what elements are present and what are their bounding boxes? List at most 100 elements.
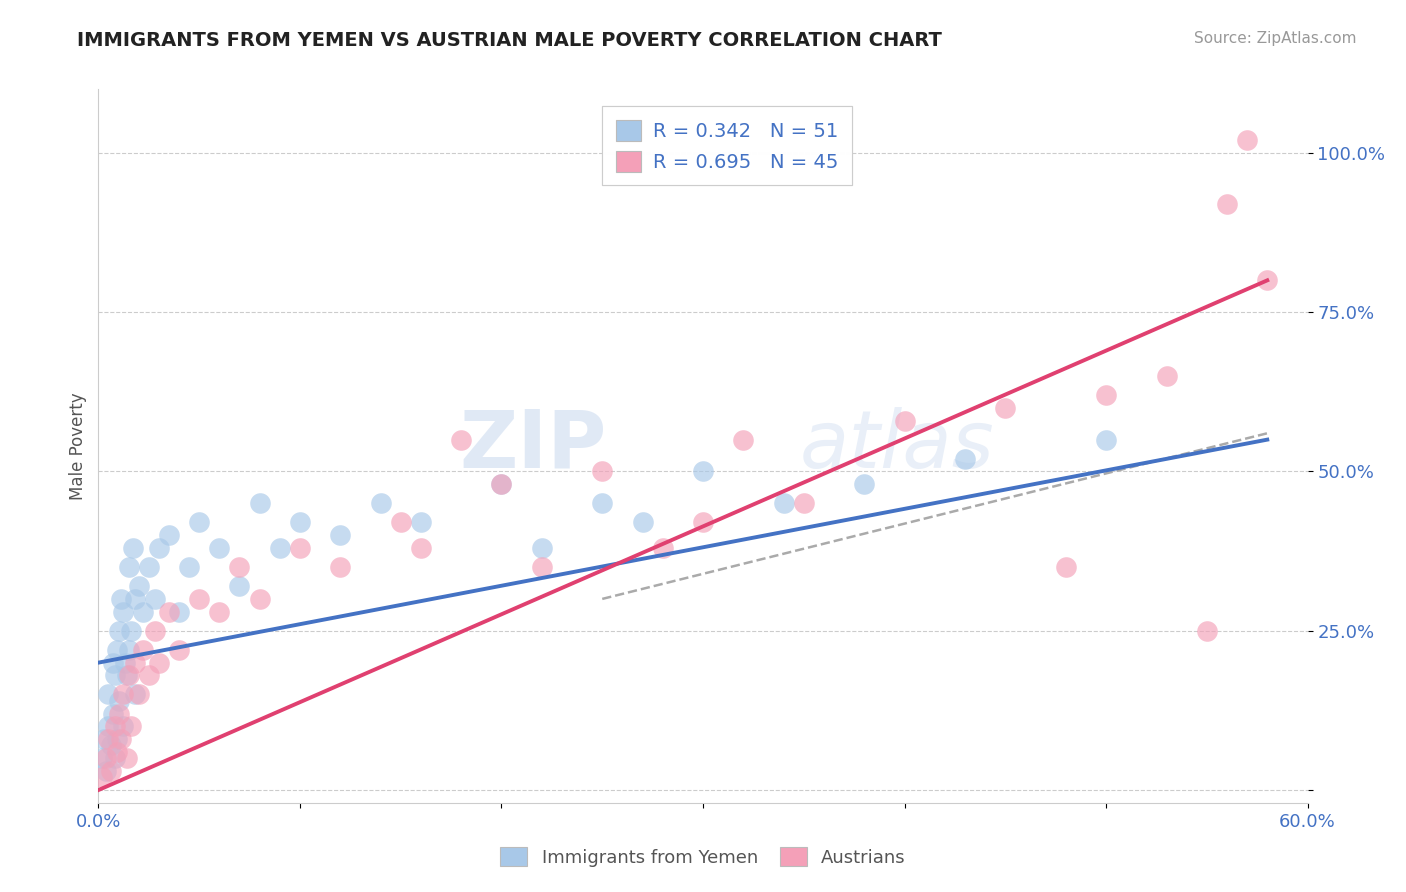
Point — [631, 516, 654, 530]
Point — [733, 433, 755, 447]
Point — [121, 541, 143, 555]
Point — [409, 541, 432, 555]
Point — [157, 605, 180, 619]
Point — [1195, 624, 1218, 638]
Text: atlas: atlas — [800, 407, 994, 485]
Point — [249, 591, 271, 606]
Point — [329, 528, 352, 542]
Point — [370, 496, 392, 510]
Point — [249, 496, 271, 510]
Point — [132, 605, 155, 619]
Point — [101, 706, 124, 721]
Point — [188, 591, 211, 606]
Point — [148, 656, 170, 670]
Point — [1054, 560, 1077, 574]
Point — [793, 496, 815, 510]
Point — [208, 605, 231, 619]
Point — [188, 516, 211, 530]
Point — [530, 560, 553, 574]
Point — [288, 541, 311, 555]
Point — [128, 579, 150, 593]
Point — [1095, 433, 1118, 447]
Point — [107, 624, 129, 638]
Point — [103, 719, 125, 733]
Y-axis label: Male Poverty: Male Poverty — [69, 392, 87, 500]
Text: IMMIGRANTS FROM YEMEN VS AUSTRIAN MALE POVERTY CORRELATION CHART: IMMIGRANTS FROM YEMEN VS AUSTRIAN MALE P… — [77, 31, 942, 50]
Point — [409, 516, 432, 530]
Point — [143, 591, 166, 606]
Point — [148, 541, 170, 555]
Point — [118, 643, 141, 657]
Point — [1256, 273, 1278, 287]
Point — [157, 528, 180, 542]
Point — [651, 541, 673, 555]
Point — [110, 591, 132, 606]
Point — [115, 751, 138, 765]
Point — [97, 732, 120, 747]
Point — [114, 656, 136, 670]
Point — [228, 560, 250, 574]
Point — [96, 764, 118, 778]
Point — [591, 496, 613, 510]
Point — [772, 496, 794, 510]
Point — [124, 591, 146, 606]
Point — [1095, 388, 1118, 402]
Point — [138, 668, 160, 682]
Text: ZIP: ZIP — [458, 407, 606, 485]
Point — [111, 719, 134, 733]
Point — [132, 643, 155, 657]
Point — [111, 605, 134, 619]
Point — [103, 751, 125, 765]
Point — [107, 706, 129, 721]
Point — [97, 688, 120, 702]
Point — [138, 560, 160, 574]
Point — [128, 688, 150, 702]
Point — [105, 745, 128, 759]
Point — [110, 732, 132, 747]
Point — [1156, 368, 1178, 383]
Point — [994, 401, 1017, 415]
Point — [228, 579, 250, 593]
Point — [105, 732, 128, 747]
Point — [103, 668, 125, 682]
Point — [853, 477, 876, 491]
Point — [96, 751, 118, 765]
Point — [288, 516, 311, 530]
Point — [491, 477, 513, 491]
Point — [491, 477, 513, 491]
Point — [591, 465, 613, 479]
Point — [179, 560, 201, 574]
Point — [111, 688, 134, 702]
Point — [167, 605, 190, 619]
Point — [91, 751, 114, 765]
Point — [692, 516, 714, 530]
Point — [692, 465, 714, 479]
Point — [93, 732, 115, 747]
Point — [329, 560, 352, 574]
Point — [450, 433, 472, 447]
Point — [389, 516, 412, 530]
Point — [115, 668, 138, 682]
Legend: Immigrants from Yemen, Austrians: Immigrants from Yemen, Austrians — [494, 840, 912, 874]
Point — [120, 719, 142, 733]
Point — [530, 541, 553, 555]
Point — [893, 413, 915, 427]
Point — [120, 624, 142, 638]
Point — [1236, 133, 1258, 147]
Point — [143, 624, 166, 638]
Point — [124, 688, 146, 702]
Point — [101, 656, 124, 670]
Point — [105, 643, 128, 657]
Legend: R = 0.342   N = 51, R = 0.695   N = 45: R = 0.342 N = 51, R = 0.695 N = 45 — [602, 106, 852, 186]
Point — [100, 739, 122, 753]
Point — [1216, 197, 1239, 211]
Point — [91, 770, 114, 784]
Point — [269, 541, 291, 555]
Point — [118, 668, 141, 682]
Text: Source: ZipAtlas.com: Source: ZipAtlas.com — [1194, 31, 1357, 46]
Point — [208, 541, 231, 555]
Point — [97, 719, 120, 733]
Point — [167, 643, 190, 657]
Point — [118, 560, 141, 574]
Point — [100, 764, 122, 778]
